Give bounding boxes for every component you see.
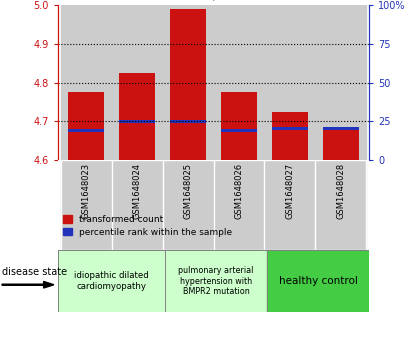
Legend: transformed count, percentile rank within the sample: transformed count, percentile rank withi… [62, 215, 232, 237]
Title: GDS5610 / 7920278: GDS5610 / 7920278 [150, 0, 277, 1]
Bar [111, 5, 162, 160]
Bar [162, 5, 213, 160]
Text: pulmonary arterial
hypertension with
BMPR2 mutation: pulmonary arterial hypertension with BMP… [178, 266, 254, 296]
Text: idiopathic dilated
cardiomyopathy: idiopathic dilated cardiomyopathy [74, 272, 149, 291]
Text: GSM1648024: GSM1648024 [132, 163, 141, 219]
Bar [323, 130, 359, 160]
Bar [316, 5, 367, 160]
Bar [119, 73, 155, 160]
Text: GSM1648028: GSM1648028 [337, 163, 346, 219]
Bar [170, 9, 206, 160]
Bar [58, 250, 165, 312]
Bar [68, 129, 104, 132]
Bar [60, 160, 111, 250]
Bar [265, 160, 316, 250]
Bar [111, 160, 162, 250]
Bar [323, 127, 359, 130]
Bar [213, 160, 265, 250]
Text: GSM1648027: GSM1648027 [286, 163, 294, 219]
Text: GSM1648025: GSM1648025 [183, 163, 192, 219]
Bar [60, 5, 111, 160]
Bar [162, 160, 213, 250]
Bar [165, 250, 267, 312]
Text: healthy control: healthy control [279, 276, 358, 286]
Bar [221, 92, 257, 160]
Bar [316, 160, 367, 250]
Bar [213, 5, 265, 160]
Bar [119, 120, 155, 123]
Text: GSM1648023: GSM1648023 [81, 163, 90, 219]
Bar [170, 120, 206, 123]
Bar [221, 129, 257, 132]
Bar [267, 250, 369, 312]
Text: disease state: disease state [2, 268, 67, 277]
Bar [265, 5, 316, 160]
Bar [272, 112, 308, 160]
Text: GSM1648026: GSM1648026 [235, 163, 243, 219]
Bar [68, 92, 104, 160]
Bar [272, 127, 308, 130]
